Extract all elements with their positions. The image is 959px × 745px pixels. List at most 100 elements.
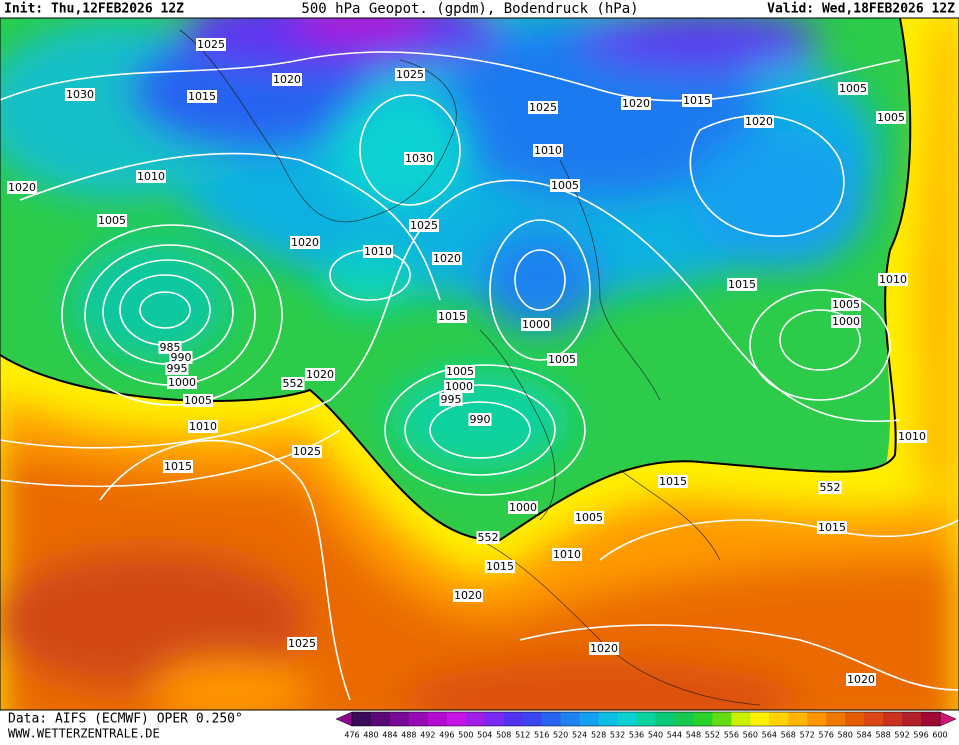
colorbar-label: 484 — [382, 731, 397, 740]
colorbar-swatch — [845, 712, 865, 726]
isobar-value: 1010 — [137, 170, 165, 183]
isobar-label-box — [136, 170, 166, 183]
colorbar-label: 596 — [913, 731, 928, 740]
isobar-label-box — [727, 278, 757, 291]
isobar-label-box — [409, 219, 439, 232]
isobar-label-box — [552, 548, 582, 561]
isobar-value: 1015 — [164, 460, 192, 473]
isobar-label: 1005 — [876, 111, 906, 124]
colorbar-label: 536 — [629, 731, 644, 740]
colorbar-swatch — [655, 712, 675, 726]
colorbar-swatch — [408, 712, 429, 726]
isobar-label: 985 — [158, 341, 182, 354]
isobar-label-box — [187, 90, 217, 103]
colorbar-swatch — [503, 712, 524, 726]
isobar-label: 1000 — [831, 315, 861, 328]
isobar-label-box — [281, 377, 305, 390]
isobar-label: 552 — [476, 531, 500, 544]
colorbar-swatch — [389, 712, 410, 726]
colorbar-swatch — [370, 712, 391, 726]
isobar-label-box — [485, 560, 515, 573]
isobar-label: 1005 — [831, 298, 861, 311]
colorbar-label: 568 — [781, 731, 796, 740]
isobar-value: 1010 — [898, 430, 926, 443]
isobar-label: 1015 — [727, 278, 757, 291]
isobar-label-box — [183, 394, 213, 407]
colorbar: 476 480 484 488 492 496 500 504 508 512 516 520 524 5… — [335, 711, 957, 740]
isobar-label: 1020 — [290, 236, 320, 249]
colorbar-label: 512 — [515, 731, 530, 740]
isobar-label-box — [439, 393, 463, 406]
colorbar-label: 504 — [477, 731, 492, 740]
colorbar-swatch — [352, 712, 372, 726]
isobar-value: 1015 — [728, 278, 756, 291]
isobar-label: 1020 — [621, 97, 651, 110]
isobar-label: 1010 — [188, 420, 218, 433]
isobar-label: 1010 — [878, 273, 908, 286]
isobar-label-box — [818, 481, 842, 494]
data-source: Data: AIFS (ECMWF) OPER 0.250° — [8, 712, 243, 727]
colorbar-label: 528 — [591, 731, 606, 740]
isobar-value: 1020 — [8, 181, 36, 194]
colorbar-swatch — [826, 712, 846, 726]
isobar-label-box — [547, 353, 577, 366]
isobar-value: 1005 — [832, 298, 860, 311]
colorbar-swatch — [560, 712, 581, 726]
colorbar-label: 500 — [458, 731, 473, 740]
init-time: Init: Thu,12FEB2026 12Z — [4, 2, 184, 17]
isobar-label-box — [468, 413, 492, 426]
website: WWW.WETTERZENTRALE.DE — [8, 727, 160, 741]
colorbar-swatch — [598, 712, 619, 726]
colorbar-swatch — [636, 712, 656, 726]
isobar-label: 1000 — [444, 380, 474, 393]
isobar-value: 990 — [171, 351, 192, 364]
colorbar-label: 496 — [439, 731, 454, 740]
isobar-label: 1020 — [432, 252, 462, 265]
isobar-label-box — [831, 298, 861, 311]
isobar-label-box — [167, 376, 197, 389]
colorbar-label: 592 — [894, 731, 909, 740]
isobar-label: 1010 — [363, 245, 393, 258]
colorbar-label: 584 — [856, 731, 871, 740]
isobar-label: 1025 — [292, 445, 322, 458]
isobar-label-box — [272, 73, 302, 86]
colorbar-swatch — [731, 712, 751, 726]
isobars — [0, 51, 959, 701]
isobar-value: 1025 — [529, 101, 557, 114]
valid-time: Valid: Wed,18FEB2026 12Z — [767, 2, 955, 17]
colorbar-label: 532 — [610, 731, 625, 740]
isobar-label: 1005 — [183, 394, 213, 407]
isobar-value: 1025 — [396, 68, 424, 81]
colorbar-label: 480 — [363, 731, 378, 740]
isobar-labels: 1025 1020 1015 1030 1025 1025 1020 1015 1005 1005… — [7, 38, 927, 686]
isobar-label-box — [550, 179, 580, 192]
isobar-value: 1020 — [454, 589, 482, 602]
colorbar-swatch — [807, 712, 827, 726]
isobar-value: 1005 — [877, 111, 905, 124]
isobar-label-box — [196, 38, 226, 51]
colorbar-label: 560 — [743, 731, 758, 740]
isobar-label: 1020 — [846, 673, 876, 686]
isobar-value: 985 — [160, 341, 181, 354]
colorbar-frame — [351, 711, 941, 727]
isobar-label: 1005 — [550, 179, 580, 192]
colorbar-label: 564 — [762, 731, 777, 740]
isobar-label: 995 — [439, 393, 463, 406]
isobar-label: 1020 — [7, 181, 37, 194]
isobar-label-box — [432, 252, 462, 265]
isobar-label: 1010 — [136, 170, 166, 183]
isobar-label: 1000 — [508, 501, 538, 514]
isobar-label-box — [404, 152, 434, 165]
isobar-value: 1005 — [839, 82, 867, 95]
isobar-value: 1005 — [446, 365, 474, 378]
isobar-label: 1020 — [589, 642, 619, 655]
isobar-value: 1015 — [818, 521, 846, 534]
isobar-value: 1020 — [433, 252, 461, 265]
colorbar-swatch — [617, 712, 638, 726]
isobar-label-box — [876, 111, 906, 124]
isobar-value: 1020 — [291, 236, 319, 249]
isobar-label: 995 — [165, 362, 189, 375]
colorbar-label: 572 — [800, 731, 815, 740]
isobar-value: 990 — [470, 413, 491, 426]
